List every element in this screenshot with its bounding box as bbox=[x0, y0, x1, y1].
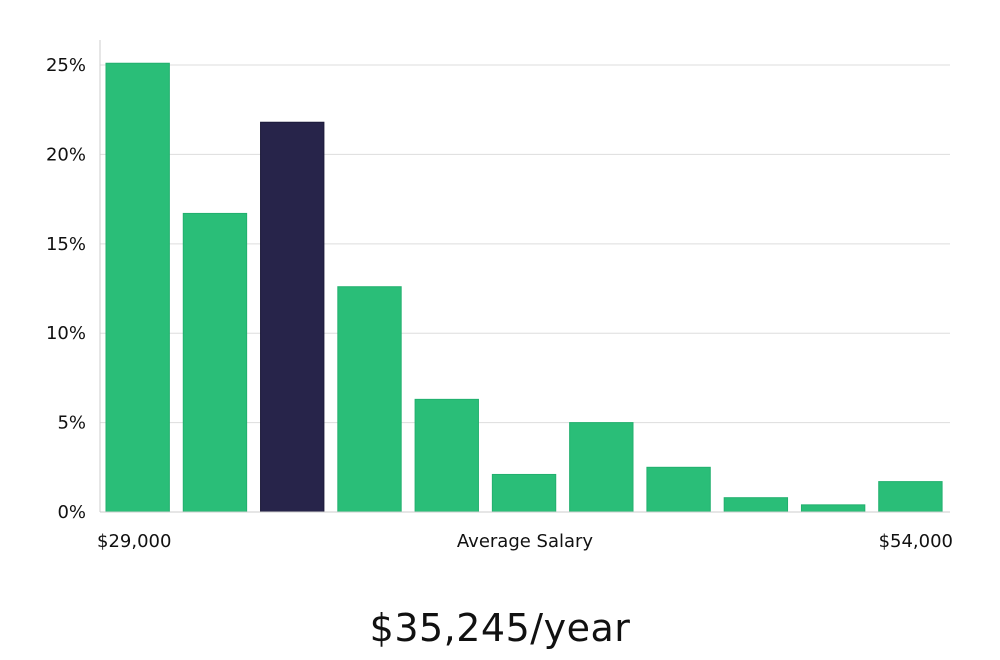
y-tick-labels: 0% 5% 10% 15% 20% 25% bbox=[46, 55, 86, 523]
average-salary-value: $35,245/year bbox=[369, 606, 631, 650]
x-axis-title: Average Salary bbox=[457, 531, 594, 552]
y-tick-label: 5% bbox=[57, 413, 86, 434]
histogram-bar bbox=[105, 62, 170, 513]
histogram-bar bbox=[337, 286, 402, 513]
histogram-svg: 0%5%10%15%20%25% $29,000 Average Salary … bbox=[46, 40, 953, 552]
x-range-max-label: $54,000 bbox=[879, 531, 953, 552]
y-tick-label: 20% bbox=[46, 144, 86, 165]
histogram-bar bbox=[800, 504, 866, 513]
y-tick-label: 0% bbox=[57, 502, 86, 523]
histogram-bar bbox=[723, 497, 789, 513]
histogram-bar bbox=[491, 473, 557, 513]
histogram-bar bbox=[878, 481, 943, 513]
histogram-bar bbox=[646, 466, 711, 513]
histogram-bar bbox=[414, 398, 479, 513]
y-tick-label: 10% bbox=[46, 323, 86, 344]
bars bbox=[105, 62, 943, 513]
axes bbox=[99, 40, 950, 513]
histogram-bar bbox=[569, 422, 634, 513]
y-tick-label: 15% bbox=[46, 234, 86, 255]
histogram-bar bbox=[182, 212, 248, 513]
histogram-bar-highlighted bbox=[260, 121, 325, 513]
x-range-min-label: $29,000 bbox=[97, 531, 171, 552]
salary-histogram: 0% 5% 10% 15% 20% 25% $29,000 Average Salary … bbox=[46, 40, 953, 552]
y-tick-label: 25% bbox=[46, 55, 86, 76]
